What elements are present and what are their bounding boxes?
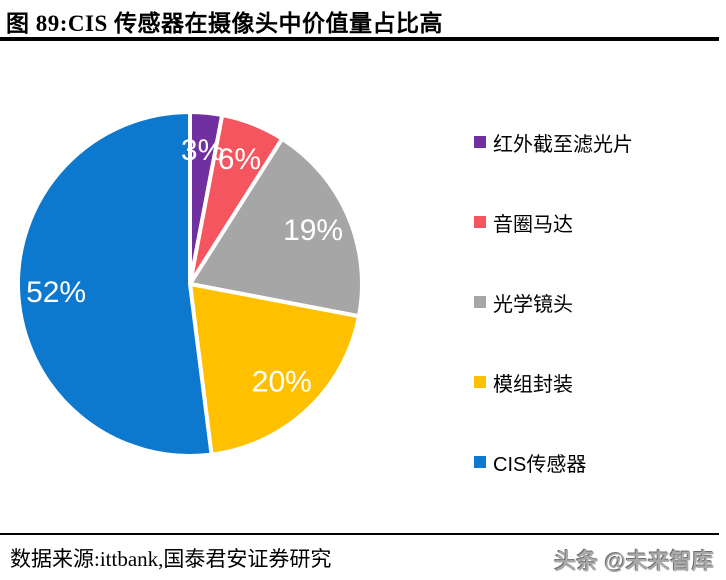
legend-label: 光学镜头 [493, 293, 573, 316]
pie-slice-label: 3% [181, 134, 224, 167]
legend-item-ir-filter: 红外截至滤光片 [474, 102, 633, 182]
legend-label: 模组封装 [493, 373, 573, 396]
pie-chart-area: 3% 6% 19% 20% 52% 红外截至滤光片 音圈马达 光学镜头 模组封装 CIS… [0, 60, 726, 520]
pie-slice-label: 52% [26, 276, 86, 309]
chart-legend: 红外截至滤光片 音圈马达 光学镜头 模组封装 CIS传感器 [474, 102, 633, 502]
title-divider [0, 37, 719, 41]
watermark-text: 头条 @未来智库 [554, 549, 714, 574]
legend-swatch-icon [474, 376, 486, 388]
pie-slice-label: 20% [252, 365, 312, 398]
legend-label: 音圈马达 [493, 213, 573, 236]
legend-label: CIS传感器 [493, 453, 587, 476]
legend-label: 红外截至滤光片 [493, 133, 633, 156]
legend-swatch-icon [474, 456, 486, 468]
pie-slice-4 [15, 110, 214, 458]
pie-slice-label: 19% [283, 214, 343, 247]
footer-divider [0, 533, 719, 535]
legend-item-module-packaging: 模组封装 [474, 342, 633, 422]
pie-slice-3 [188, 282, 361, 457]
legend-swatch-icon [474, 296, 486, 308]
legend-item-cis-sensor: CIS传感器 [474, 422, 633, 502]
legend-item-voice-coil-motor: 音圈马达 [474, 182, 633, 262]
figure-title: 图 89:CIS 传感器在摄像头中价值量占比高 [6, 11, 444, 36]
pie-chart: 3%6% 19% 20% 52% [15, 110, 364, 458]
pie-slice-2 [188, 136, 364, 319]
legend-swatch-icon [474, 216, 486, 228]
legend-item-optical-lens: 光学镜头 [474, 262, 633, 342]
legend-swatch-icon [474, 136, 486, 148]
pie-slice-label: 6% [218, 143, 261, 176]
data-source-text: 数据来源:ittbank,国泰君安证券研究 [10, 547, 332, 571]
